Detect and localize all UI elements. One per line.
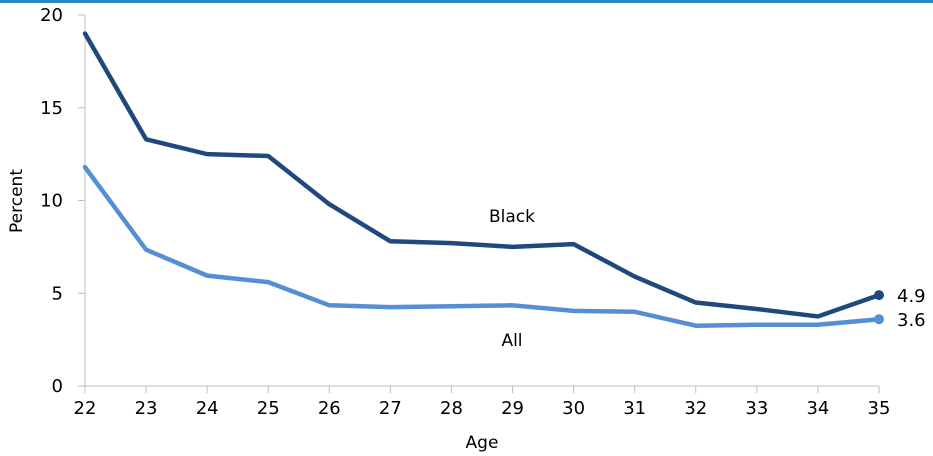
x-tick-label: 29 bbox=[501, 398, 524, 419]
series-lines bbox=[82, 31, 884, 328]
x-tick-label: 30 bbox=[562, 398, 585, 419]
y-axis-ticks: 0 5 10 15 20 bbox=[40, 5, 85, 397]
end-value-label-all: 3.6 bbox=[897, 310, 926, 331]
x-axis-ticks: 22 23 24 25 26 27 28 29 30 31 32 33 34 35 bbox=[74, 386, 891, 419]
y-tick-label: 0 bbox=[52, 376, 63, 397]
y-axis-title: Percent bbox=[7, 169, 27, 233]
x-tick-label: 22 bbox=[74, 398, 97, 419]
end-value-label-black: 4.9 bbox=[897, 286, 926, 307]
series-name-label-all: All bbox=[501, 331, 522, 351]
x-tick-label: 31 bbox=[623, 398, 646, 419]
x-tick-label: 33 bbox=[745, 398, 768, 419]
x-tick-label: 24 bbox=[196, 398, 219, 419]
top-accent-rule bbox=[0, 0, 933, 3]
y-tick-label: 5 bbox=[52, 283, 63, 304]
chart-axes bbox=[84, 15, 879, 387]
x-tick-label: 27 bbox=[379, 398, 402, 419]
y-tick-label: 10 bbox=[40, 191, 63, 212]
y-tick-label: 15 bbox=[40, 98, 63, 119]
series-labels: 4.9 Black 3.6 All bbox=[489, 207, 926, 351]
x-tick-label: 35 bbox=[868, 398, 891, 419]
x-tick-label: 34 bbox=[806, 398, 829, 419]
series-line-black bbox=[82, 31, 882, 319]
series-name-label-black: Black bbox=[489, 207, 535, 227]
x-tick-label: 32 bbox=[684, 398, 707, 419]
series-line-all bbox=[82, 164, 882, 328]
series-endpoint-black bbox=[874, 290, 884, 301]
series-endpoint-all bbox=[874, 314, 884, 325]
x-tick-label: 23 bbox=[135, 398, 158, 419]
x-tick-label: 25 bbox=[257, 398, 280, 419]
x-tick-label: 26 bbox=[318, 398, 341, 419]
x-axis-title: Age bbox=[466, 433, 499, 453]
x-tick-label: 28 bbox=[440, 398, 463, 419]
y-tick-label: 20 bbox=[40, 5, 63, 26]
